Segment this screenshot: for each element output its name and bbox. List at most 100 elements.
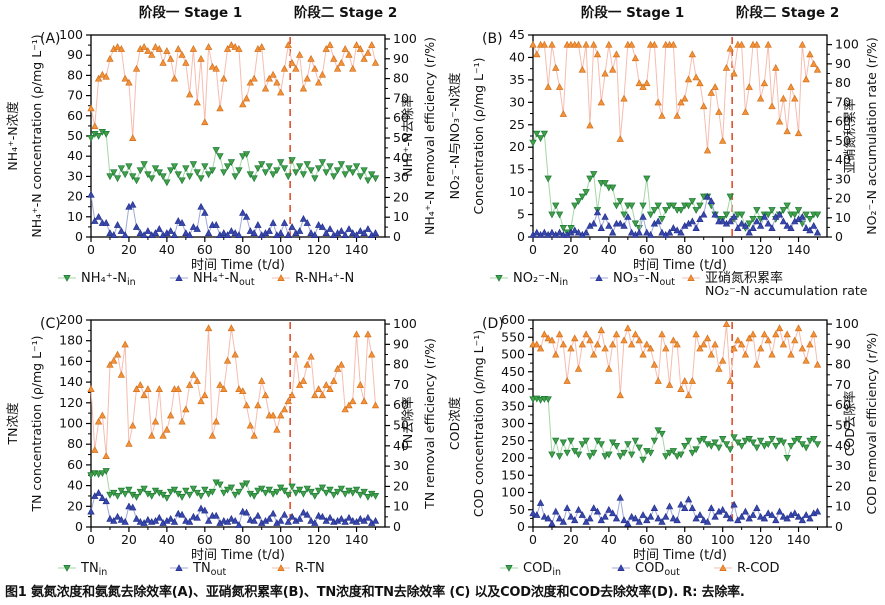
data-point xyxy=(597,224,605,232)
data-point xyxy=(170,163,179,171)
data-point xyxy=(696,344,704,352)
svg-text:50: 50 xyxy=(835,133,851,148)
data-point xyxy=(745,334,753,342)
data-point xyxy=(314,78,323,86)
data-point xyxy=(231,173,239,181)
data-point xyxy=(616,198,624,205)
data-point xyxy=(318,159,327,167)
data-point xyxy=(113,175,122,183)
data-point xyxy=(273,425,281,433)
data-point xyxy=(559,517,568,525)
data-point xyxy=(677,228,685,236)
data-point xyxy=(703,146,712,154)
svg-text:TN concentration (ρ/mg L⁻¹): TN concentration (ρ/mg L⁻¹) xyxy=(29,335,44,512)
data-point xyxy=(654,202,662,210)
data-point xyxy=(330,54,338,62)
data-point xyxy=(658,517,666,525)
data-point xyxy=(684,202,693,210)
svg-text:80: 80 xyxy=(677,532,693,547)
svg-text:NH₄⁺-Nout: NH₄⁺-Nout xyxy=(193,271,255,288)
data-point xyxy=(756,221,765,229)
data-point xyxy=(791,509,799,517)
data-point xyxy=(155,45,163,52)
data-point xyxy=(212,64,220,72)
svg-text:120: 120 xyxy=(307,242,331,257)
data-point xyxy=(548,40,556,48)
data-point xyxy=(783,455,791,462)
data-point xyxy=(91,217,99,224)
data-point xyxy=(813,228,822,236)
data-point xyxy=(726,44,734,52)
svg-text:10: 10 xyxy=(67,209,83,224)
data-point xyxy=(166,227,175,234)
data-point xyxy=(364,225,372,232)
data-point xyxy=(806,514,814,522)
data-point xyxy=(356,514,365,522)
data-point xyxy=(140,231,148,238)
data-point xyxy=(212,511,220,519)
data-point xyxy=(364,494,372,501)
data-point xyxy=(117,227,126,234)
data-point xyxy=(110,356,118,364)
svg-text:NO₂⁻-N accumulation rate: NO₂⁻-N accumulation rate xyxy=(705,283,868,298)
data-point xyxy=(533,340,541,348)
data-point xyxy=(121,74,129,82)
data-point xyxy=(707,197,715,205)
data-point xyxy=(269,171,277,179)
data-point xyxy=(212,417,220,425)
data-point xyxy=(330,173,338,181)
x-axis: 0 20 40 60 80 100 120 140 时间 Time (t/d) xyxy=(529,237,819,273)
data-point xyxy=(269,411,277,419)
data-point xyxy=(684,495,693,503)
data-point xyxy=(612,202,621,210)
svg-text:亚硝氮积累率: 亚硝氮积累率 xyxy=(705,270,783,286)
panel-label: (D) xyxy=(482,316,504,332)
data-point xyxy=(627,512,636,520)
svg-text:200: 200 xyxy=(59,312,83,327)
data-point xyxy=(246,78,255,86)
data-point xyxy=(364,330,372,338)
data-point xyxy=(307,167,315,175)
data-point xyxy=(718,356,727,364)
data-point xyxy=(578,193,587,201)
data-point xyxy=(284,231,292,238)
data-point xyxy=(227,159,236,167)
data-point xyxy=(254,401,262,409)
data-point xyxy=(567,225,575,232)
svg-text:60: 60 xyxy=(197,532,213,547)
data-point xyxy=(627,202,636,210)
data-point xyxy=(341,171,349,179)
data-point xyxy=(155,225,163,232)
data-point xyxy=(360,229,368,236)
data-point xyxy=(94,74,103,82)
data-point xyxy=(734,336,742,344)
data-point xyxy=(311,492,319,500)
data-point xyxy=(552,437,560,445)
data-point xyxy=(559,110,568,117)
data-point xyxy=(624,212,632,220)
data-point xyxy=(280,165,289,173)
svg-text:NH₄⁺-N浓度: NH₄⁺-N浓度 xyxy=(5,101,20,171)
data-point xyxy=(212,147,220,154)
data-point xyxy=(318,484,327,492)
data-point xyxy=(624,324,632,332)
data-point xyxy=(722,211,731,219)
panel-A-chart: (A) 阶段一 Stage 1 阶段二 Stage 2 0 10 20 30 40 50 60 70… xyxy=(5,4,437,288)
data-point xyxy=(559,340,568,348)
data-point xyxy=(669,336,678,344)
data-point xyxy=(711,439,719,447)
data-point xyxy=(250,74,258,82)
data-point xyxy=(665,381,674,388)
data-point xyxy=(601,344,609,352)
data-point xyxy=(571,448,579,455)
svg-text:20: 20 xyxy=(835,191,851,206)
data-point xyxy=(151,43,160,50)
svg-text:阶段一 Stage 1: 阶段一 Stage 1 xyxy=(581,4,684,21)
data-point xyxy=(711,340,719,348)
data-point xyxy=(148,431,156,439)
data-point xyxy=(574,505,583,513)
data-point xyxy=(533,130,541,138)
data-point xyxy=(540,228,549,236)
data-point xyxy=(284,173,292,181)
